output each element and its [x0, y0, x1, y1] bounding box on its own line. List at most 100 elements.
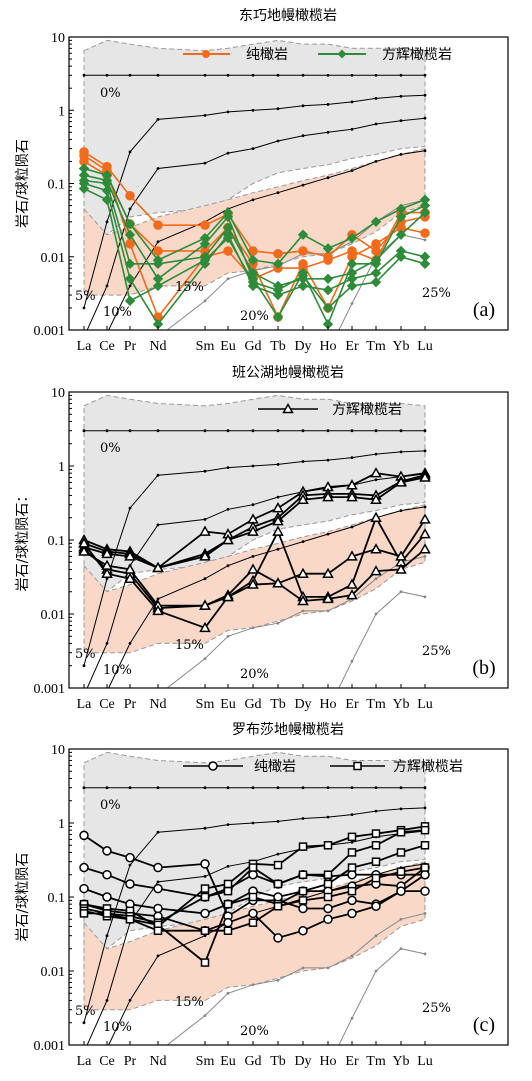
melt-point: [226, 786, 230, 790]
melt-point: [105, 220, 109, 224]
data-point: [124, 258, 136, 270]
data-point: [153, 220, 163, 230]
data-point: [125, 915, 135, 924]
data-point: [273, 879, 283, 889]
melt-point: [374, 452, 378, 456]
melt-curve-5pct: [83, 94, 426, 309]
melt-point: [105, 786, 109, 790]
data-point: [322, 592, 334, 604]
melt-point: [82, 429, 86, 433]
data-point: [297, 594, 309, 606]
legend-label: 方辉橄榄岩: [393, 759, 463, 775]
melt-point: [423, 912, 427, 915]
data-point: [78, 545, 90, 556]
melt-point: [276, 107, 280, 111]
melt-point: [277, 716, 280, 719]
melt-point: [251, 786, 255, 790]
data-point: [370, 511, 382, 522]
data-point: [273, 248, 283, 259]
melt-label: 25%: [422, 286, 451, 301]
melt-point: [128, 642, 132, 645]
melt-point: [204, 725, 207, 728]
panel-label: (c): [473, 1014, 495, 1036]
data-point: [200, 892, 210, 902]
x-tick-label: Yb: [392, 339, 409, 354]
melt-point: [129, 367, 132, 370]
data-point: [347, 246, 357, 256]
melt-point: [399, 450, 403, 454]
y-tick-label: 0.01: [41, 965, 66, 980]
melt-point: [350, 840, 354, 844]
melt-point: [374, 97, 378, 100]
data-point: [248, 908, 258, 919]
data-point: [371, 873, 381, 883]
legend-marker: [208, 761, 218, 771]
data-point: [125, 852, 135, 863]
melt-point: [83, 1073, 86, 1076]
y-tick-label: 0.1: [48, 891, 66, 906]
melt-point: [399, 153, 403, 156]
panel-title: 罗布莎地幔橄榄岩: [232, 722, 344, 738]
melt-point: [83, 716, 86, 719]
data-point: [199, 238, 211, 250]
melt-point: [374, 969, 378, 973]
melt-point: [423, 449, 427, 453]
data-point: [346, 578, 358, 589]
data-point: [419, 471, 431, 482]
y-axis-label: 岩石/球粒陨石: [15, 139, 31, 228]
data-point: [272, 525, 284, 536]
data-point: [396, 867, 406, 876]
melt-point: [350, 100, 354, 104]
x-tick-label: Tm: [366, 697, 386, 712]
panel-label: (b): [472, 657, 495, 679]
melt-label: 5%: [75, 1004, 96, 1019]
melt-point: [226, 277, 230, 281]
data-point: [346, 491, 358, 502]
melt-point: [252, 1073, 255, 1076]
melt-point: [276, 786, 280, 790]
data-point: [272, 577, 284, 588]
melt-point: [203, 161, 207, 165]
melt-point: [128, 786, 132, 790]
melt-point: [252, 358, 255, 361]
data-point: [419, 543, 431, 554]
melt-point: [423, 555, 427, 558]
legend-label: 纯橄岩: [246, 47, 288, 63]
melt-point: [82, 664, 86, 668]
melt-point: [203, 73, 207, 77]
series-line: [83, 151, 426, 258]
y-tick-label: 10: [51, 743, 65, 758]
melt-label: 0%: [100, 86, 121, 101]
legend: 纯橄岩 方辉橄榄岩: [183, 759, 463, 775]
melt-point: [251, 147, 255, 151]
panel-c: 0.001 0.01 0.1 1 10 La Ce Pr Nd Sm Eu Gd Tb Dy Ho Er Tm Y…: [15, 722, 509, 1076]
data-point: [420, 863, 430, 872]
data-point: [347, 895, 357, 906]
melt-point: [251, 198, 255, 202]
melt-point: [399, 119, 403, 123]
melt-point: [326, 786, 330, 790]
melt-point: [301, 429, 305, 433]
data-point: [323, 879, 333, 889]
melt-label: 20%: [240, 309, 269, 324]
melt-point: [82, 73, 86, 77]
melt-point: [350, 302, 354, 305]
x-tick-label: Dy: [294, 1054, 311, 1069]
melt-point: [128, 429, 132, 433]
melt-point: [106, 332, 109, 335]
melt-point: [302, 716, 305, 719]
data-point: [222, 533, 234, 545]
data-point: [298, 842, 308, 851]
melt-point: [276, 547, 280, 551]
melt-point: [326, 176, 330, 180]
data-point: [272, 258, 284, 270]
x-tick-label: Eu: [220, 1054, 236, 1069]
melt-point: [399, 590, 403, 594]
melt-point: [423, 595, 427, 599]
data-point: [395, 211, 407, 223]
x-tick-label: Gd: [244, 697, 261, 712]
data-point: [347, 863, 357, 872]
melt-point: [301, 183, 305, 187]
panel-label: (a): [473, 299, 495, 321]
data-point: [248, 892, 258, 902]
